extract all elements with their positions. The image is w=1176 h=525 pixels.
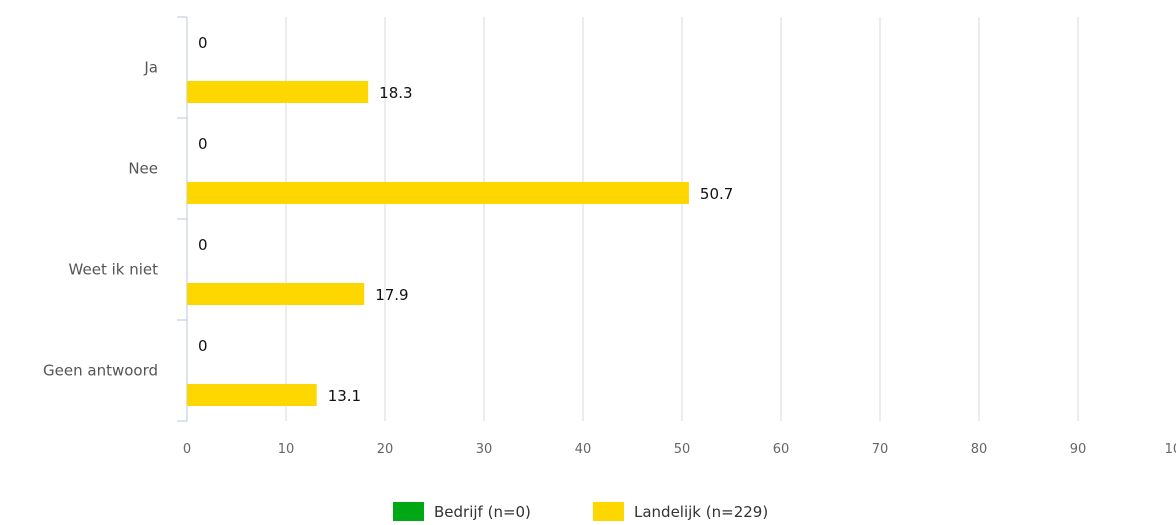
category-label: Weet ik niet [69, 261, 159, 279]
legend-swatch [593, 502, 624, 521]
legend-swatch [393, 502, 424, 521]
category-label: Ja [143, 59, 158, 77]
x-tick-label-90: 90 [1070, 442, 1087, 457]
category-label: Geen antwoord [43, 362, 158, 380]
x-tick-label-80: 80 [971, 442, 988, 457]
data-labels: 0 18.3 0 50.7 0 17.9 0 13.1 [198, 34, 733, 405]
category-label: Nee [128, 160, 158, 178]
data-label: 17.9 [375, 286, 408, 304]
legend: Bedrijf (n=0) Landelijk (n=229) [393, 502, 768, 521]
data-label: 0 [198, 337, 208, 355]
bar [187, 81, 369, 103]
data-label: 50.7 [700, 185, 733, 203]
category-labels: Ja Nee Weet ik niet Geen antwoord [43, 59, 158, 380]
data-label: 13.1 [328, 387, 361, 405]
data-label: 0 [198, 135, 208, 153]
x-tick-label-60: 60 [773, 442, 790, 457]
x-tick-label-10: 10 [278, 442, 295, 457]
x-tick-label-50: 50 [674, 442, 691, 457]
data-label: 0 [198, 236, 208, 254]
bar [187, 384, 317, 406]
x-tick-label-70: 70 [872, 442, 889, 457]
x-tick-label-100: 100 [1165, 442, 1176, 457]
x-tick-label-30: 30 [476, 442, 493, 457]
data-label: 0 [198, 34, 208, 52]
x-tick-label-20: 20 [377, 442, 394, 457]
x-tick-label-0: 0 [183, 442, 191, 457]
legend-label: Landelijk (n=229) [634, 503, 768, 521]
legend-label: Bedrijf (n=0) [434, 503, 531, 521]
bars [187, 81, 689, 406]
x-axis-tick-labels: 0 10 20 30 40 50 60 70 80 90 100 [183, 442, 1176, 457]
x-tick-label-40: 40 [575, 442, 592, 457]
grid-lines [285, 17, 1079, 421]
bar [187, 182, 689, 204]
bar [187, 283, 365, 305]
data-label: 18.3 [379, 84, 412, 102]
y-axis [177, 16, 188, 422]
